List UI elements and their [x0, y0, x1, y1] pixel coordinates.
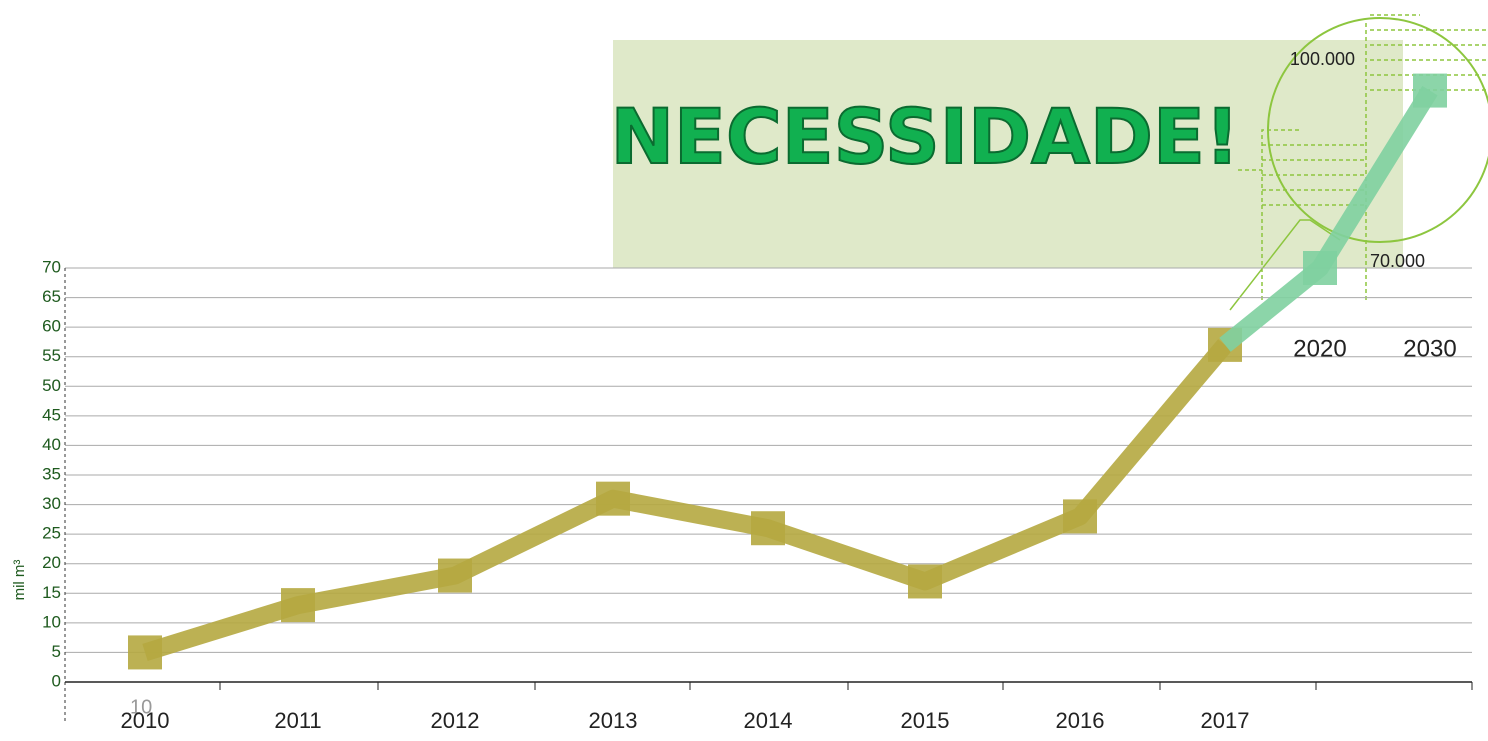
- marker: [751, 511, 785, 546]
- y-tick-label: 40: [42, 435, 61, 454]
- x-tick-label: 2010: [121, 708, 170, 733]
- marker: [1063, 499, 1097, 534]
- y-tick-label: 35: [42, 464, 61, 483]
- y-tick-label: 60: [42, 317, 61, 336]
- x-tick-label: 2013: [589, 708, 638, 733]
- y-axis-label: mil m³: [11, 560, 28, 601]
- y-tick-label: 5: [52, 642, 61, 661]
- marker: [1413, 73, 1447, 108]
- marker: [596, 481, 630, 516]
- x-tick-label: 2017: [1201, 708, 1250, 733]
- marker: [128, 635, 162, 670]
- x-tick-label: 2014: [744, 708, 793, 733]
- y-tick-label: 50: [42, 376, 61, 395]
- marker: [1303, 251, 1337, 285]
- y-tick-label: 55: [42, 346, 61, 365]
- x-tick-label: 2016: [1056, 708, 1105, 733]
- marker: [438, 558, 472, 593]
- y-tick-label: 70: [42, 257, 61, 276]
- y-tick-label: 25: [42, 524, 61, 543]
- x-tick-label: 2020: [1293, 335, 1346, 362]
- y-tick-label: 15: [42, 583, 61, 602]
- y-tick-label: 20: [42, 553, 61, 572]
- x-tick-label: 2012: [431, 708, 480, 733]
- series-line: [142, 339, 1232, 662]
- y-tick-label: 45: [42, 405, 61, 424]
- y-tick-label: 65: [42, 287, 61, 306]
- y-tick-label: 10: [42, 612, 61, 631]
- x-tick-label: 2030: [1403, 335, 1456, 362]
- x-tick-label: 2015: [901, 708, 950, 733]
- marker: [908, 564, 942, 599]
- x-tick-label: 2011: [274, 708, 321, 733]
- decoration: [1229, 14, 1488, 311]
- marker: [281, 588, 315, 623]
- stray-label: 10: [130, 696, 152, 718]
- y-tick-label: 30: [42, 494, 61, 513]
- y-tick-label: 0: [52, 671, 61, 690]
- headline: NECESSIDADE!: [610, 92, 1239, 181]
- value-label: 70.000: [1370, 251, 1425, 271]
- value-label: 100.000: [1290, 49, 1355, 69]
